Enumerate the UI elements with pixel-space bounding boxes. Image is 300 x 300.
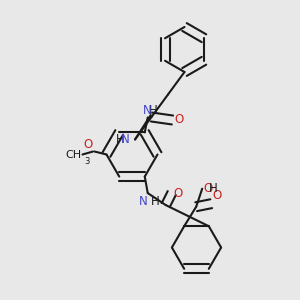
Text: CH: CH	[65, 149, 81, 160]
Text: O: O	[174, 113, 183, 127]
Text: O: O	[173, 187, 182, 200]
Text: H: H	[116, 133, 124, 146]
Text: H: H	[151, 195, 160, 208]
Text: O: O	[84, 138, 93, 151]
Text: H: H	[209, 182, 218, 195]
Text: O: O	[213, 189, 222, 202]
Text: N: N	[121, 133, 130, 146]
Text: O: O	[204, 182, 213, 195]
Text: 3: 3	[84, 158, 89, 166]
Text: H: H	[149, 103, 158, 116]
Text: N: N	[143, 103, 152, 116]
Text: N: N	[139, 195, 148, 208]
